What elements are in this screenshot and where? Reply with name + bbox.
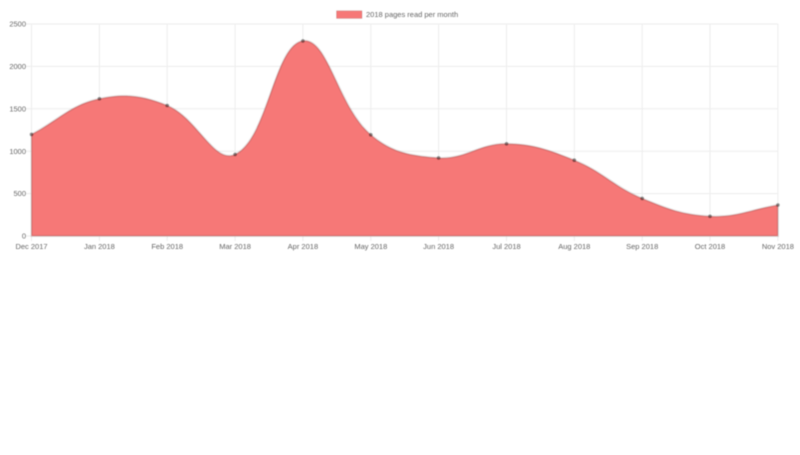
svg-text:2000: 2000 xyxy=(9,62,26,71)
svg-text:Aug 2018: Aug 2018 xyxy=(558,242,590,251)
svg-text:Jun 2018: Jun 2018 xyxy=(423,242,454,251)
svg-text:Jul 2018: Jul 2018 xyxy=(492,242,520,251)
svg-text:1500: 1500 xyxy=(9,104,26,113)
svg-text:Mar 2018: Mar 2018 xyxy=(219,242,251,251)
svg-text:Dec 2017: Dec 2017 xyxy=(15,242,47,251)
svg-text:Jan 2018: Jan 2018 xyxy=(84,242,115,251)
svg-text:500: 500 xyxy=(13,189,26,198)
svg-text:Apr 2018: Apr 2018 xyxy=(288,242,318,251)
svg-text:Oct 2018: Oct 2018 xyxy=(695,242,725,251)
svg-text:Sep 2018: Sep 2018 xyxy=(626,242,658,251)
svg-text:Feb 2018: Feb 2018 xyxy=(151,242,183,251)
svg-text:Nov 2018: Nov 2018 xyxy=(762,242,794,251)
svg-text:1000: 1000 xyxy=(9,147,26,156)
svg-text:2018 pages read per month: 2018 pages read per month xyxy=(366,10,458,19)
svg-text:2500: 2500 xyxy=(9,20,26,29)
svg-text:May 2018: May 2018 xyxy=(354,242,387,251)
svg-text:0: 0 xyxy=(22,232,26,241)
